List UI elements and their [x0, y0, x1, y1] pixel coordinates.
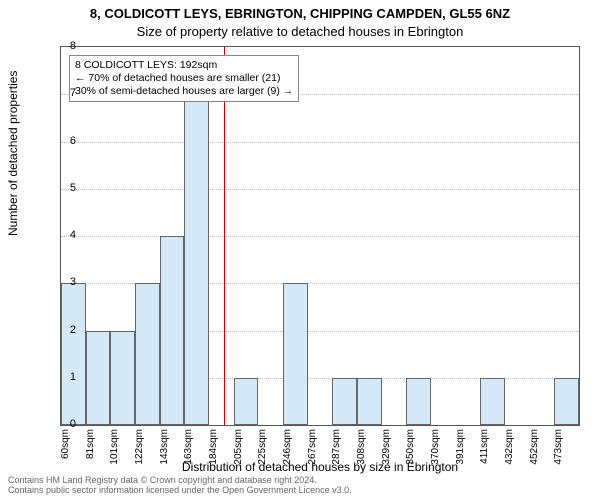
histogram-bar: [86, 331, 111, 426]
y-tick-label: 5: [56, 182, 76, 194]
annotation-line1: 8 COLDICOTT LEYS: 192sqm: [75, 59, 293, 72]
y-tick-label: 2: [56, 324, 76, 336]
histogram-bar: [160, 236, 185, 425]
x-tick-label: 370sqm: [430, 429, 441, 469]
x-tick-label: 308sqm: [356, 429, 367, 469]
histogram-bar: [61, 283, 86, 425]
x-tick-label: 267sqm: [307, 429, 318, 469]
x-tick-label: 60sqm: [60, 429, 71, 469]
y-tick-label: 4: [56, 229, 76, 241]
x-tick-label: 287sqm: [331, 429, 342, 469]
histogram-bar: [110, 331, 135, 426]
gridline: [61, 142, 579, 143]
histogram-bar: [332, 378, 357, 425]
x-tick-label: 452sqm: [529, 429, 540, 469]
chart-title-line2: Size of property relative to detached ho…: [0, 24, 600, 39]
histogram-bar: [357, 378, 382, 425]
footer-attribution: Contains HM Land Registry data © Crown c…: [8, 476, 352, 496]
x-tick-label: 246sqm: [282, 429, 293, 469]
x-tick-label: 163sqm: [183, 429, 194, 469]
gridline: [61, 189, 579, 190]
x-tick-label: 225sqm: [257, 429, 268, 469]
histogram-bar: [480, 378, 505, 425]
histogram-bar: [283, 283, 308, 425]
y-tick-label: 1: [56, 371, 76, 383]
x-tick-label: 329sqm: [381, 429, 392, 469]
x-tick-label: 205sqm: [233, 429, 244, 469]
annotation-line2: ← 70% of detached houses are smaller (21…: [75, 72, 293, 85]
x-tick-label: 473sqm: [553, 429, 564, 469]
y-tick-label: 3: [56, 276, 76, 288]
annotation-box: 8 COLDICOTT LEYS: 192sqm← 70% of detache…: [69, 55, 299, 102]
x-tick-label: 184sqm: [208, 429, 219, 469]
annotation-line3: 30% of semi-detached houses are larger (…: [75, 85, 293, 98]
histogram-bar: [234, 378, 259, 425]
chart-title-line1: 8, COLDICOTT LEYS, EBRINGTON, CHIPPING C…: [0, 6, 600, 21]
histogram-bar: [135, 283, 160, 425]
x-tick-label: 391sqm: [455, 429, 466, 469]
x-tick-label: 143sqm: [159, 429, 170, 469]
y-axis-label: Number of detached properties: [6, 71, 20, 236]
histogram-bar: [184, 94, 209, 425]
y-tick-label: 7: [56, 87, 76, 99]
y-tick-label: 6: [56, 135, 76, 147]
gridline: [61, 236, 579, 237]
footer-line2: Contains public sector information licen…: [8, 486, 352, 496]
histogram-bar: [406, 378, 431, 425]
plot-area: 8 COLDICOTT LEYS: 192sqm← 70% of detache…: [60, 46, 580, 426]
x-tick-label: 411sqm: [479, 429, 490, 469]
x-tick-label: 122sqm: [134, 429, 145, 469]
chart-container: 8, COLDICOTT LEYS, EBRINGTON, CHIPPING C…: [0, 0, 600, 500]
y-tick-label: 8: [56, 40, 76, 52]
x-tick-label: 350sqm: [405, 429, 416, 469]
x-tick-label: 101sqm: [109, 429, 120, 469]
x-tick-label: 432sqm: [504, 429, 515, 469]
x-tick-label: 81sqm: [85, 429, 96, 469]
reference-line: [224, 47, 225, 425]
histogram-bar: [554, 378, 579, 425]
